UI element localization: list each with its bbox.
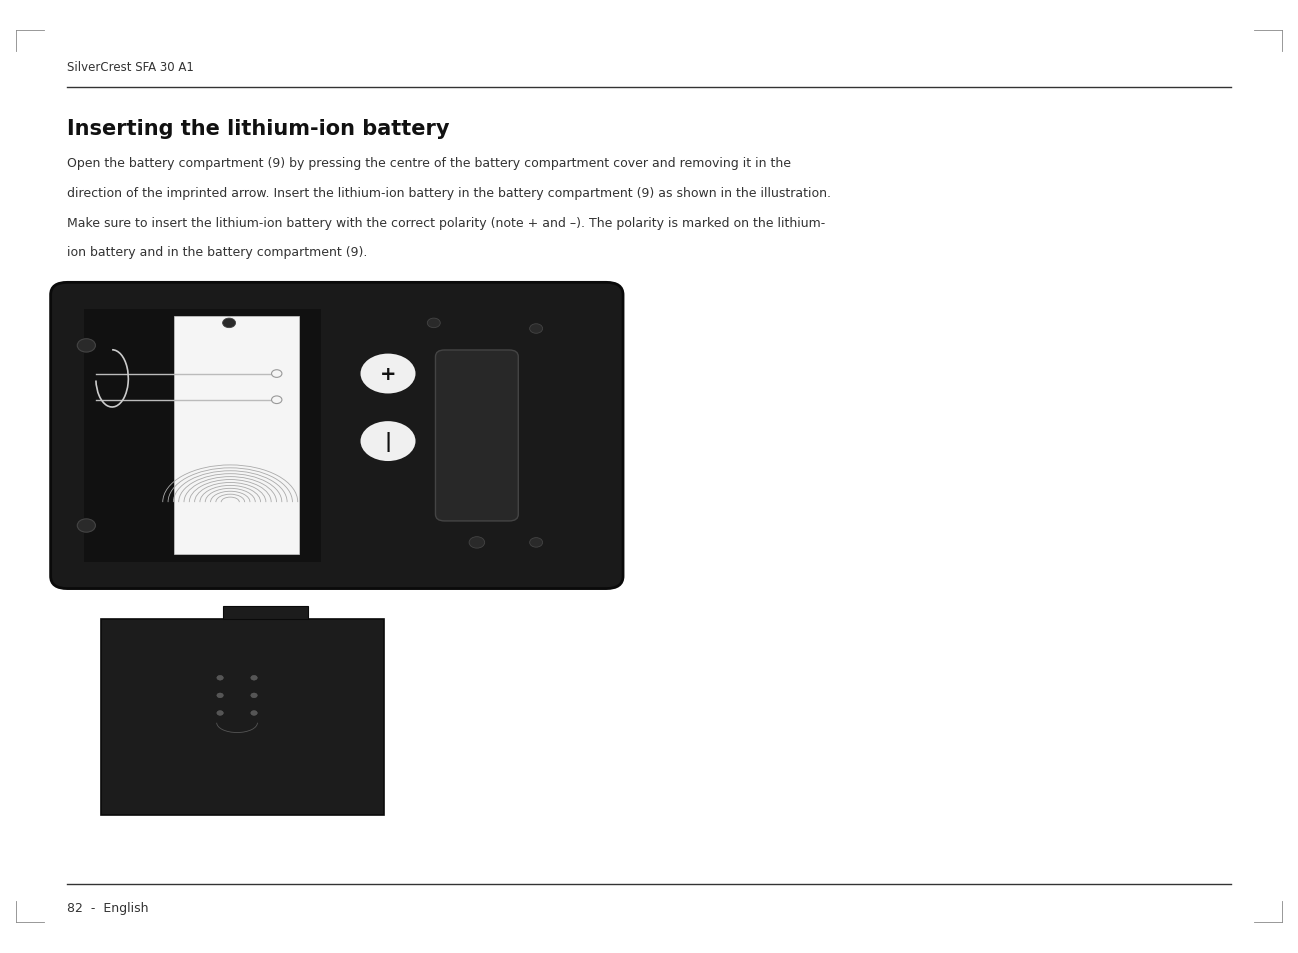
- Text: SilverCrest SFA 30 A1: SilverCrest SFA 30 A1: [67, 61, 195, 74]
- Circle shape: [360, 420, 417, 462]
- Text: ion battery and in the battery compartment (9).: ion battery and in the battery compartme…: [67, 246, 367, 259]
- Bar: [101, 619, 384, 815]
- Circle shape: [251, 693, 257, 698]
- Text: +: +: [380, 365, 396, 384]
- Circle shape: [530, 538, 543, 548]
- Circle shape: [251, 711, 257, 716]
- Text: Inserting the lithium-ion battery: Inserting the lithium-ion battery: [67, 119, 450, 139]
- Circle shape: [251, 676, 257, 680]
- Circle shape: [271, 371, 282, 378]
- Text: |: |: [384, 432, 392, 452]
- Circle shape: [78, 339, 96, 353]
- FancyBboxPatch shape: [435, 351, 518, 521]
- Text: Make sure to insert the lithium-ion battery with the correct polarity (note + an: Make sure to insert the lithium-ion batt…: [67, 216, 826, 230]
- Circle shape: [530, 324, 543, 334]
- Circle shape: [217, 711, 223, 716]
- Circle shape: [360, 354, 417, 395]
- Circle shape: [217, 676, 223, 680]
- Circle shape: [469, 537, 484, 549]
- Circle shape: [217, 693, 223, 698]
- Text: 82  -  English: 82 - English: [67, 901, 149, 914]
- Bar: [174, 317, 300, 555]
- Circle shape: [271, 396, 282, 404]
- Circle shape: [223, 318, 236, 328]
- Bar: [83, 310, 321, 562]
- Bar: [223, 607, 308, 619]
- Text: Open the battery compartment (9) by pressing the centre of the battery compartme: Open the battery compartment (9) by pres…: [67, 157, 792, 171]
- Text: direction of the imprinted arrow. Insert the lithium-ion battery in the battery : direction of the imprinted arrow. Insert…: [67, 187, 832, 200]
- FancyBboxPatch shape: [51, 283, 623, 589]
- Circle shape: [427, 318, 440, 328]
- Circle shape: [78, 519, 96, 533]
